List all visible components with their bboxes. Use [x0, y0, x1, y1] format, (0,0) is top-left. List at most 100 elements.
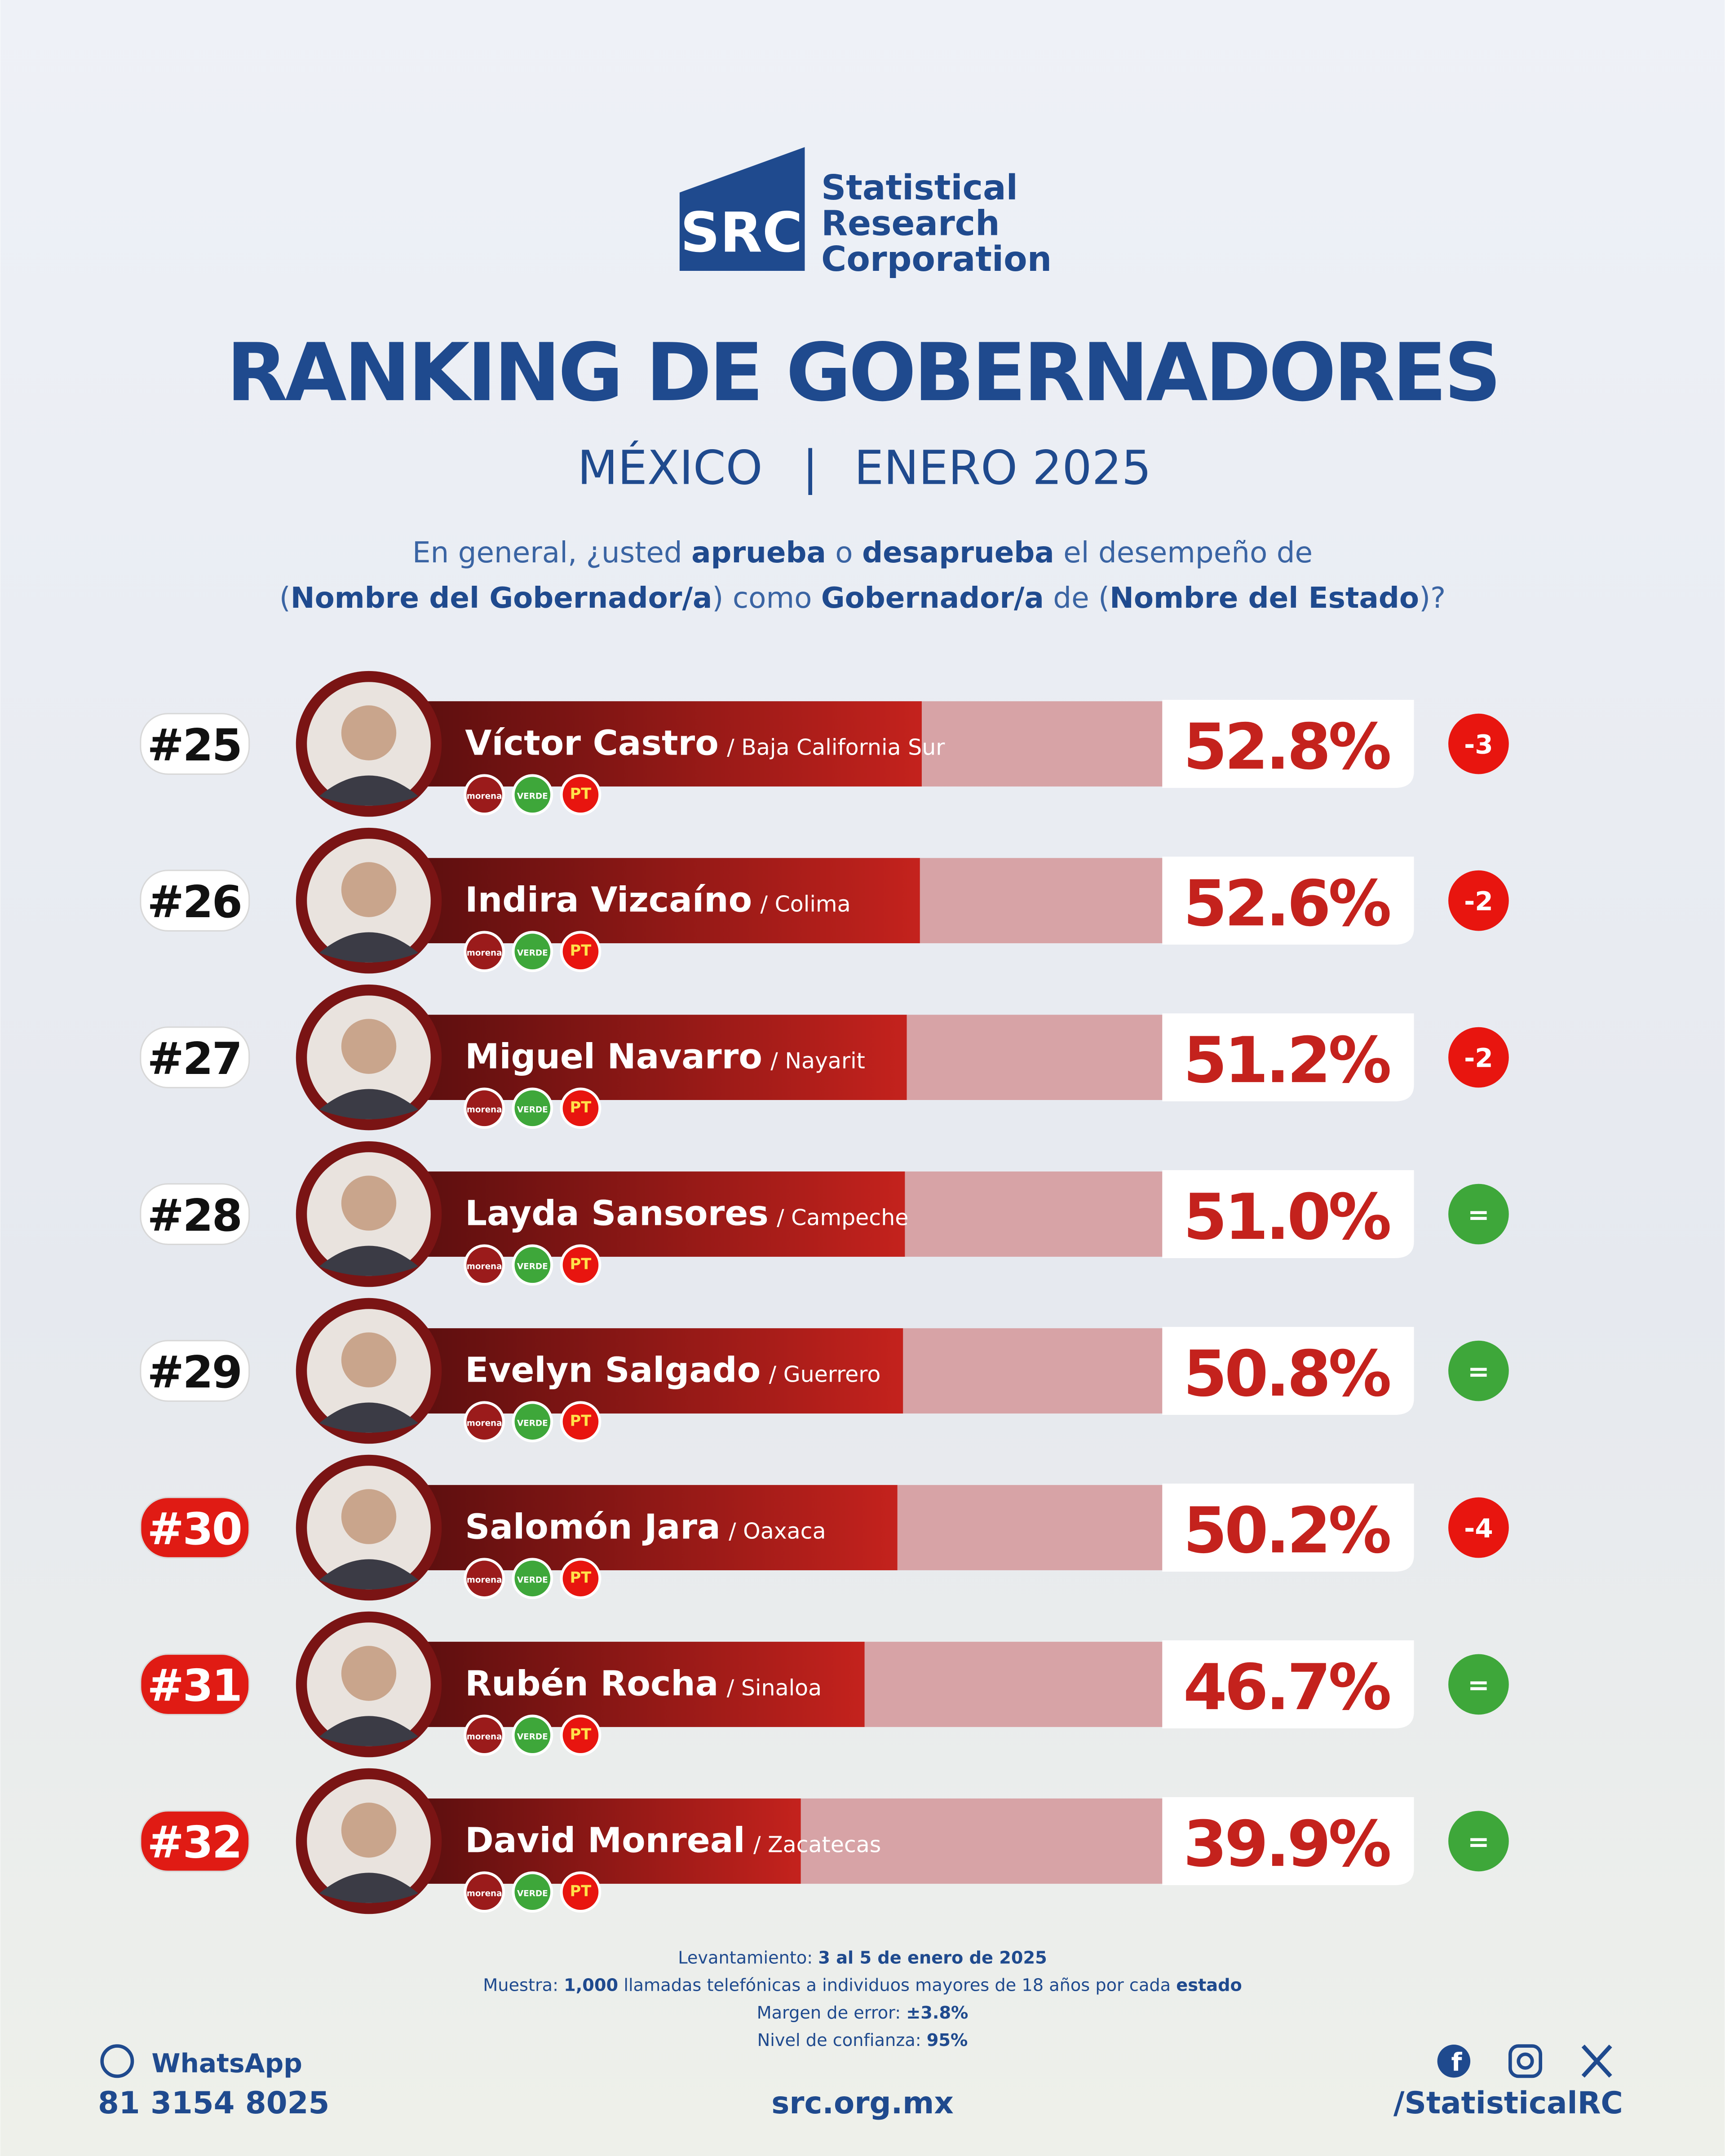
text: Margen de error: — [757, 2003, 907, 2023]
photo-head — [341, 1175, 397, 1231]
party-label: morena — [467, 949, 502, 958]
photo-body — [319, 1402, 419, 1433]
party-icon — [560, 1401, 602, 1443]
text: ) como — [712, 581, 821, 615]
party-icon — [464, 1714, 505, 1756]
ranking-row: 51.0% #28 Layda Sansores / Campeche morena VE… — [140, 1141, 1509, 1287]
party-icon — [464, 774, 505, 816]
social-handle[interactable]: /StatisticalRC — [1393, 2085, 1623, 2121]
rank-label: #30 — [147, 1504, 241, 1555]
value-box — [1162, 1327, 1414, 1415]
governor-name: Indira Vizcaíno / Colima — [465, 880, 850, 920]
party-label: morena — [467, 1418, 502, 1428]
value-box — [1162, 1484, 1414, 1572]
value-label: 51.0% — [1183, 1180, 1390, 1254]
rank-badge — [140, 1497, 250, 1559]
state: / Oaxaca — [729, 1519, 826, 1544]
value-label: 50.8% — [1183, 1337, 1390, 1411]
rank-label: #32 — [147, 1817, 241, 1869]
party-label: PT — [570, 1412, 592, 1429]
governor-name: David Monreal / Zacatecas — [465, 1820, 881, 1860]
party-icon — [512, 1244, 553, 1286]
change-badge — [1448, 1811, 1509, 1872]
photo-head — [341, 1332, 397, 1387]
text: el desempeño de — [1054, 536, 1313, 570]
value-label: 46.7% — [1183, 1651, 1390, 1724]
facebook-icon[interactable] — [1437, 2045, 1471, 2078]
governor-name: Salomón Jara / Oaxaca — [465, 1507, 826, 1547]
rank-label: #28 — [147, 1190, 241, 1241]
party-icon — [464, 931, 505, 972]
change-label: = — [1468, 1199, 1490, 1230]
text: Muestra: — [483, 1975, 564, 1996]
text-line: Levantamiento: 3 al 5 de enero de 2025 — [678, 1948, 1047, 1968]
photo-head — [341, 1803, 397, 1858]
rank-label: #27 — [147, 1034, 241, 1085]
party-icon — [512, 1714, 553, 1756]
bar — [426, 858, 920, 943]
party-label: morena — [467, 1889, 502, 1898]
text: llamadas telefónicas a individuos mayore… — [618, 1975, 1176, 1996]
subtitle-separator: | — [802, 441, 818, 495]
instagram-icon[interactable] — [1508, 2044, 1543, 2078]
party-label: VERDE — [517, 1105, 548, 1115]
ranking-row: 46.7% #31 Rubén Rocha / Sinaloa morena VERDE P… — [140, 1611, 1509, 1758]
name: Rubén Rocha — [465, 1664, 718, 1704]
subtitle: MÉXICO — [577, 441, 762, 495]
party-icon — [464, 1558, 505, 1599]
photo-body — [319, 1089, 419, 1119]
rank-label: #26 — [147, 877, 241, 928]
rank-badge — [140, 1653, 250, 1715]
state: / Baja California Sur — [727, 735, 945, 760]
party-icon — [512, 931, 553, 972]
org-name: Research — [821, 203, 1000, 243]
party-label: PT — [570, 1882, 592, 1900]
website[interactable]: src.org.mx — [771, 2085, 954, 2121]
bold-text: Nombre del Gobernador/a — [291, 581, 712, 615]
bar — [426, 1015, 907, 1100]
party-icon — [512, 774, 553, 816]
rank-badge — [140, 1810, 250, 1872]
photo-head — [341, 862, 397, 917]
ranking-row: 52.6% #26 Indira Vizcaíno / Colima morena VER… — [140, 827, 1509, 974]
whatsapp-icon — [100, 2044, 134, 2078]
org-name: Statistical — [821, 168, 1018, 208]
bar — [426, 1798, 801, 1884]
governor-name: Evelyn Salgado / Guerrero — [465, 1351, 880, 1391]
rank-label: #31 — [147, 1661, 241, 1712]
name: Víctor Castro — [465, 724, 719, 764]
party-icon — [464, 1087, 505, 1129]
party-icon — [464, 1401, 505, 1443]
ranking-row: 50.8% #29 Evelyn Salgado / Guerrero morena VE… — [140, 1298, 1509, 1444]
bar — [426, 1485, 898, 1570]
text: ( — [279, 581, 291, 615]
party-icon — [464, 1244, 505, 1286]
text: de ( — [1044, 581, 1110, 615]
state: / Colima — [761, 892, 851, 917]
party-label: morena — [467, 792, 502, 801]
photo-body — [319, 932, 419, 963]
state: / Guerrero — [769, 1362, 881, 1387]
party-label: VERDE — [517, 949, 548, 958]
bold-text: Nombre del Estado — [1110, 581, 1419, 615]
rank-badge — [140, 1183, 250, 1245]
bold-text: estado — [1176, 1975, 1242, 1996]
party-label: PT — [570, 1099, 592, 1116]
ranking-row: 39.9% #32 David Monreal / Zacatecas morena VE… — [140, 1768, 1509, 1914]
party-label: morena — [467, 1732, 502, 1741]
rank-label: #29 — [147, 1347, 241, 1398]
change-badge — [1448, 1184, 1509, 1245]
governor-name: Layda Sansores / Campeche — [465, 1194, 908, 1234]
party-icon — [560, 774, 602, 816]
photo-head — [341, 1019, 397, 1074]
party-label: VERDE — [517, 1262, 548, 1272]
x-icon[interactable] — [1581, 2045, 1612, 2078]
bold-text: 3 al 5 de enero de 2025 — [818, 1948, 1047, 1968]
whatsapp-label: WhatsApp — [151, 2048, 302, 2078]
rank-badge — [140, 1026, 250, 1088]
photo-body — [319, 1873, 419, 1903]
photo-body — [319, 775, 419, 806]
bold-text: Gobernador/a — [821, 581, 1044, 615]
value-label: 52.6% — [1183, 867, 1390, 941]
value-box — [1162, 1640, 1414, 1728]
